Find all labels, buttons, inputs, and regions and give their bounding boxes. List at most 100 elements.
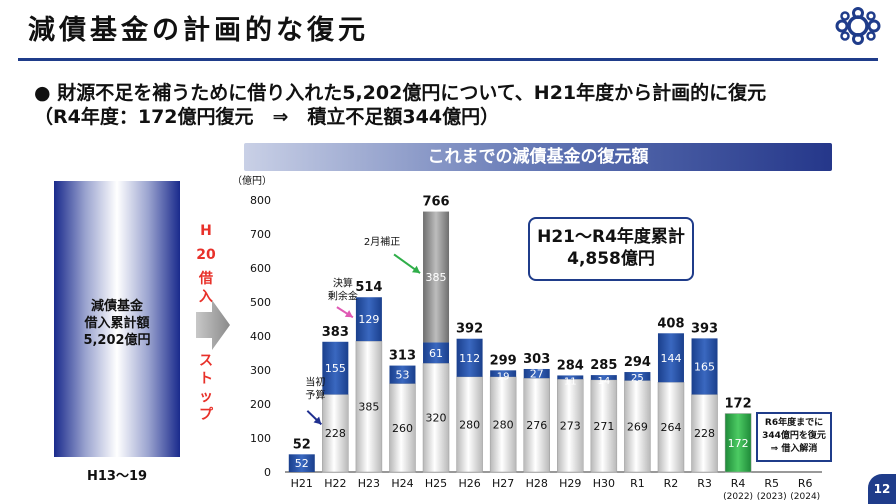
x-tick-label: H26 [458,477,480,490]
annotation-arrow-surplus-head [344,310,353,318]
borrowing-label-line1: 減債基金 [90,299,143,314]
callout-line2: 4,858億円 [567,249,655,269]
stop-borrowing-text: H 20 借 入 ス ト ッ プ [194,222,218,424]
x-tick-label: R2 [664,477,679,490]
stop-text-1: H [200,223,212,239]
x-tick-sublabel: (2024) [790,492,820,502]
bullet-marker: ● [34,82,51,104]
x-tick-sublabel: (2023) [757,492,787,502]
stop-text-6: ト [199,371,213,387]
bar-segment-supplement [456,338,483,377]
note-line2: 344億円を復元 [762,431,826,441]
cumulative-callout: H21～R4年度累計 4,858億円 [528,217,694,281]
x-tick-label: H23 [358,477,380,490]
x-tick-label: R3 [697,477,712,490]
bar-segment-planned [456,376,483,473]
annotation-initial-budget: 当初 [305,375,325,388]
bar-segment-supplement [590,375,617,380]
bar-total-label: 284 [557,358,584,373]
bar-segment-value: 53 [395,369,409,382]
bar-segment-value: 320 [426,412,447,425]
bar-segment-value: 385 [426,271,447,284]
bar-segment-value: 25 [631,373,644,384]
borrowing-total-label: 減債基金 借入累計額 5,202億円 [54,298,180,349]
borrowing-years: H13～19 [86,469,148,484]
stop-text-3: 借 [199,271,213,287]
y-tick-label: 500 [250,296,271,309]
bullet-text-1: 財源不足を補うために借り入れた5,202億円について、H21年度から計画的に復元 [57,82,767,104]
borrowing-gradient-box [54,181,180,457]
bar-total-label: 383 [322,325,349,340]
x-tick-label: H27 [492,477,514,490]
stop-text-7: ッ [199,389,213,405]
bar-segment-value: 27 [530,368,544,381]
page-number: 12 [868,474,896,504]
x-tick-sublabel: (2022) [723,492,753,502]
r6-note-box: R6年度までに 344億円を復元 ⇒ 借入解消 [756,412,832,462]
callout-line1: H21～R4年度累計 [537,227,685,247]
title-rule [18,58,878,61]
bar-r4-restoration [724,413,752,473]
bar-segment-value: 228 [325,427,346,440]
y-tick-label: 300 [250,364,271,377]
stop-text-2: 20 [196,247,216,263]
annotation-arrow-feb-head [412,265,421,274]
bar-segment-planned [355,340,383,473]
bar-segment-planned [489,376,517,473]
stop-text-5: ス [199,353,213,369]
bar-segment-value: 14 [597,376,610,387]
bullet-line-2: （R4年度：172億円復元 ⇒ 積立不足額344億円） [34,106,500,128]
annotation-surplus: 決算 [333,277,353,290]
bar-segment-value: 273 [560,420,581,433]
bar-segment-value: 228 [694,427,715,440]
bar-segment-planned [422,362,450,473]
annotation-arrow-initial-head [313,416,322,425]
bar-segment-value: 276 [526,419,547,432]
bar-segment-value: 144 [660,352,681,365]
bar-segment-value: 19 [497,371,510,382]
x-tick-label: R4 [731,477,746,490]
bar-segment-value: 129 [358,313,379,326]
borrowing-label-line3: 5,202億円 [83,333,151,348]
bar-total-label: 393 [691,321,718,336]
bar-segment-supplement [322,341,349,395]
bar-segment-value: 61 [429,347,443,360]
bar-segment-supplement [624,372,651,381]
osaka-logo-icon [835,7,881,45]
bar-segment-supplement [288,454,315,472]
x-tick-label: R5 [764,477,779,490]
bar-segment-planned [389,383,416,473]
bar-segment-value: 280 [493,418,514,431]
y-tick-label: 700 [250,228,271,241]
x-tick-label: H22 [324,477,346,490]
bar-segment-supplement [423,342,450,364]
bar-segment-value: 165 [694,360,715,373]
bar-segment-value: 385 [358,401,379,414]
bar-segment-supplement [490,370,517,377]
stop-text-4: 入 [199,289,213,305]
bar-total-label: 172 [725,397,752,412]
bullet-line-1: ● 財源不足を補うために借り入れた5,202億円について、H21年度から計画的に… [34,78,766,105]
y-tick-label: 200 [250,398,271,411]
bar-segment-planned [322,394,349,473]
bar-segment-value: 52 [295,457,309,470]
bar-segment-planned [691,394,718,473]
y-tick-label: 400 [250,330,271,343]
bar-segment-value: 112 [459,352,480,365]
bar-segment-value: 269 [627,420,648,433]
bar-total-label: 313 [389,349,416,364]
annotation-surplus-2: 剰余金 [328,290,358,303]
stop-text-8: プ [199,407,213,423]
bar-segment-planned [523,377,550,473]
bar-segment-supplement [691,338,718,395]
bar-segment-supplement [355,297,382,342]
annotation-initial-budget-2: 予算 [305,388,325,401]
y-tick-label: 600 [250,262,271,275]
bar-segment-value: 271 [593,420,614,433]
x-tick-label: H21 [291,477,313,490]
bar-total-label: 408 [657,316,684,331]
y-axis-unit: （億円） [232,174,272,187]
bar-total-label: 392 [456,322,483,337]
bar-segment-supplement [557,375,584,380]
